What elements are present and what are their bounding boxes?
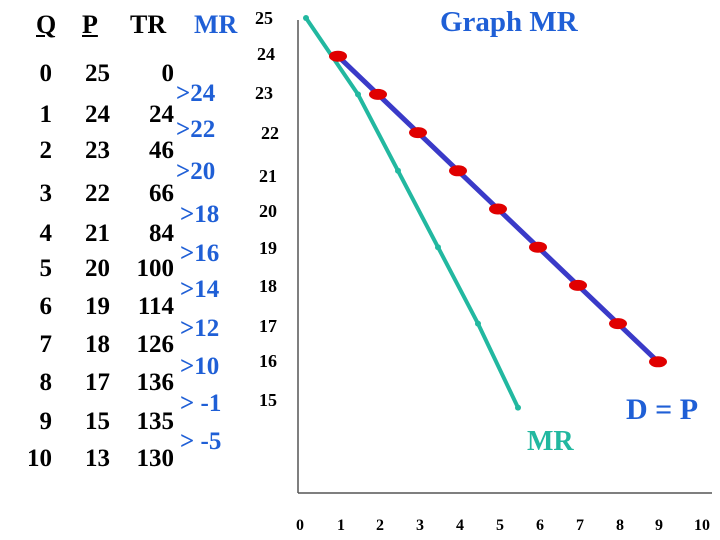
cell-p: 17 (85, 369, 110, 396)
demand-point (609, 318, 627, 330)
y-tick-label: 24 (257, 44, 275, 64)
cell-p: 25 (85, 60, 110, 87)
series-label-demand: D = P (626, 393, 699, 426)
cell-tr: 126 (136, 331, 175, 358)
cell-q: 6 (39, 293, 53, 320)
chart-title: Graph MR (440, 6, 578, 38)
y-tick-label: 25 (255, 8, 273, 28)
mr-value: > -1 (180, 390, 222, 417)
y-tick-label: 21 (259, 166, 277, 186)
cell-q: 5 (39, 255, 53, 282)
mr-point (355, 91, 361, 98)
mr-value: >10 (180, 353, 220, 380)
mr-value: >22 (176, 116, 216, 143)
demand-point (529, 241, 547, 253)
y-tick-label: 17 (259, 316, 277, 336)
mr-point (515, 404, 521, 411)
cell-q: 3 (39, 180, 53, 207)
series-label-mr: MR (527, 426, 574, 457)
y-tick-label: 16 (259, 351, 277, 371)
mr-point (475, 320, 481, 327)
cell-p: 21 (85, 220, 110, 247)
cell-tr: 84 (149, 220, 174, 247)
cell-p: 23 (85, 137, 110, 164)
x-tick-label: 5 (496, 517, 504, 534)
x-tick-label: 1 (337, 517, 345, 534)
cell-p: 18 (85, 331, 110, 358)
series-lines (304, 16, 661, 410)
mr-value: >12 (180, 315, 220, 342)
header-p: P (82, 10, 98, 39)
mr-point (395, 167, 401, 174)
cell-q: 4 (39, 220, 53, 247)
y-tick-label: 23 (255, 83, 273, 103)
x-tick-label: 7 (576, 517, 584, 534)
cell-tr: 46 (149, 137, 174, 164)
demand-point (409, 127, 427, 139)
cell-p: 24 (85, 101, 110, 128)
x-tick-label: 4 (456, 517, 464, 534)
header-q: Q (36, 10, 57, 39)
cell-tr: 0 (161, 60, 175, 87)
cell-p: 20 (85, 255, 110, 282)
x-tick-label: 10 (694, 517, 710, 534)
cell-q: 9 (39, 408, 53, 435)
x-tick-label: 9 (655, 517, 663, 534)
cell-q: 2 (39, 137, 53, 164)
x-tick-label: 0 (296, 517, 304, 534)
mr-value: >16 (180, 240, 220, 267)
x-tick-label: 2 (376, 517, 384, 534)
y-tick-label: 18 (259, 276, 277, 296)
demand-point (449, 165, 467, 177)
x-tick-label: 6 (536, 517, 544, 534)
cell-tr: 135 (136, 408, 175, 435)
mr-value: >14 (180, 276, 220, 303)
header-mr: MR (194, 10, 238, 39)
x-tick-label: 3 (416, 517, 424, 534)
x-tick-label: 8 (616, 517, 624, 534)
cell-tr: 24 (149, 101, 174, 128)
mr-line (304, 16, 520, 410)
y-tick-label: 19 (259, 238, 277, 258)
cell-p: 22 (85, 180, 110, 207)
cell-q: 0 (39, 60, 53, 87)
cell-tr: 100 (136, 255, 175, 282)
mr-value: >18 (180, 201, 220, 228)
mr-value: > -5 (180, 428, 222, 455)
mr-value: >24 (176, 80, 216, 107)
cell-q: 7 (39, 331, 53, 358)
cell-tr: 130 (136, 445, 175, 472)
y-tick-label: 22 (261, 123, 279, 143)
cell-tr: 66 (149, 180, 174, 207)
series-markers (303, 15, 667, 411)
y-tick-label: 15 (259, 390, 277, 410)
demand-point (369, 88, 387, 100)
mr-value: >20 (176, 158, 216, 185)
demand-point (329, 50, 347, 62)
cell-q: 1 (39, 101, 53, 128)
header-tr: TR (130, 10, 167, 39)
cell-p: 19 (85, 293, 110, 320)
cell-q: 10 (27, 445, 52, 472)
cell-tr: 136 (136, 369, 175, 396)
cell-tr: 114 (137, 293, 174, 320)
mr-point (303, 15, 309, 21)
demand-point (489, 203, 507, 215)
cell-q: 8 (39, 369, 53, 396)
y-tick-label: 20 (259, 201, 277, 221)
cell-p: 15 (85, 408, 110, 435)
demand-point (569, 279, 587, 291)
mr-point (435, 244, 441, 251)
demand-point (649, 356, 667, 368)
cell-p: 13 (85, 445, 110, 472)
chart-axes (297, 20, 712, 494)
